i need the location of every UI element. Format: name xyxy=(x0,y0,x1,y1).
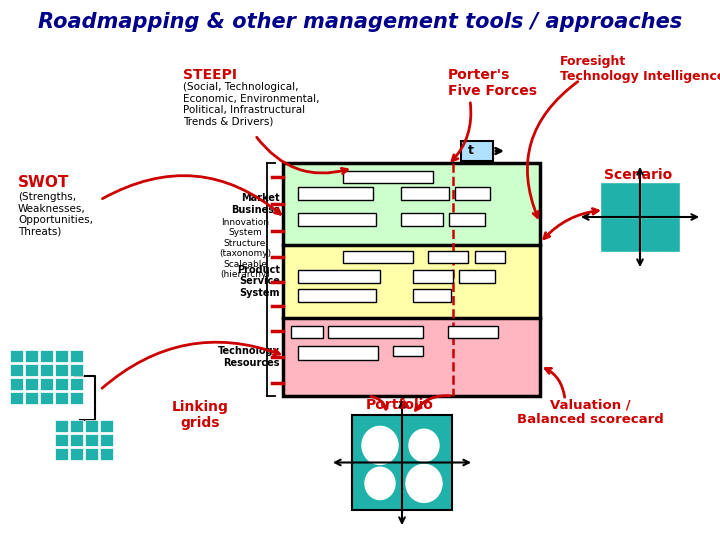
Bar xyxy=(448,326,498,338)
Bar xyxy=(283,245,540,318)
Bar xyxy=(298,270,380,283)
Bar xyxy=(640,182,680,217)
Text: Market
Business: Market Business xyxy=(231,193,280,215)
Bar xyxy=(343,251,413,263)
Text: Roadmapping & other management tools / approaches: Roadmapping & other management tools / a… xyxy=(38,12,682,32)
Bar xyxy=(70,392,83,404)
Bar xyxy=(25,364,38,376)
Bar xyxy=(25,350,38,362)
Bar xyxy=(70,364,83,376)
Bar xyxy=(70,434,83,446)
Bar xyxy=(100,434,113,446)
Text: Technology
Resources: Technology Resources xyxy=(218,346,280,368)
Bar xyxy=(100,420,113,432)
Text: Valuation /
Balanced scorecard: Valuation / Balanced scorecard xyxy=(517,398,663,426)
Bar xyxy=(70,448,83,460)
Bar xyxy=(401,213,443,226)
Bar xyxy=(40,364,53,376)
Text: Linking
grids: Linking grids xyxy=(171,400,228,430)
Text: STEEPI: STEEPI xyxy=(183,68,237,82)
Bar xyxy=(70,420,83,432)
Text: Product
Service
System: Product Service System xyxy=(237,265,280,298)
Bar xyxy=(40,378,53,390)
Bar xyxy=(298,289,376,302)
Text: Portfolio: Portfolio xyxy=(366,398,434,412)
Bar xyxy=(413,270,453,283)
Bar xyxy=(459,270,495,283)
Bar xyxy=(298,213,376,226)
Ellipse shape xyxy=(362,427,398,464)
Bar xyxy=(449,213,485,226)
Ellipse shape xyxy=(409,429,439,462)
Bar xyxy=(401,187,449,200)
Text: (Social, Technological,
Economic, Environmental,
Political, Infrastructural
Tren: (Social, Technological, Economic, Enviro… xyxy=(183,82,320,127)
Bar xyxy=(475,251,505,263)
Ellipse shape xyxy=(406,464,442,502)
Bar xyxy=(55,392,68,404)
Bar xyxy=(393,346,423,356)
Bar xyxy=(10,378,23,390)
Bar xyxy=(328,326,423,338)
Bar xyxy=(10,364,23,376)
Bar xyxy=(100,448,113,460)
Bar xyxy=(85,420,98,432)
Bar xyxy=(55,448,68,460)
Bar xyxy=(70,350,83,362)
Bar xyxy=(10,350,23,362)
Bar xyxy=(455,187,490,200)
Bar xyxy=(428,251,468,263)
Bar xyxy=(55,350,68,362)
Bar xyxy=(461,141,493,161)
Bar xyxy=(640,217,680,252)
Bar xyxy=(55,378,68,390)
Bar xyxy=(70,378,83,390)
Text: Porter's
Five Forces: Porter's Five Forces xyxy=(448,68,537,98)
Bar xyxy=(283,163,540,245)
Text: Foresight
Technology Intelligence: Foresight Technology Intelligence xyxy=(560,55,720,83)
Bar xyxy=(85,448,98,460)
Text: SWOT: SWOT xyxy=(18,175,69,190)
Bar xyxy=(352,415,452,510)
Bar xyxy=(343,171,433,183)
Bar xyxy=(40,350,53,362)
Bar xyxy=(283,318,540,396)
Bar xyxy=(600,217,640,252)
Bar xyxy=(55,364,68,376)
Ellipse shape xyxy=(365,467,395,500)
Bar xyxy=(55,420,68,432)
Text: Innovation
System
Structure
(taxonomy)
Scaleable
(hierarchy): Innovation System Structure (taxonomy) S… xyxy=(219,218,271,279)
Bar xyxy=(55,434,68,446)
Bar xyxy=(85,434,98,446)
Bar xyxy=(298,346,378,360)
Text: t: t xyxy=(468,145,474,158)
Text: Scenario: Scenario xyxy=(604,168,672,182)
Bar xyxy=(25,392,38,404)
Bar xyxy=(291,326,323,338)
Bar xyxy=(283,163,540,396)
Bar xyxy=(10,392,23,404)
Bar xyxy=(40,392,53,404)
Bar xyxy=(298,187,373,200)
Bar xyxy=(413,289,451,302)
Bar xyxy=(25,378,38,390)
Bar xyxy=(600,182,640,217)
Text: (Strengths,
Weaknesses,
Opportunities,
Threats): (Strengths, Weaknesses, Opportunities, T… xyxy=(18,192,93,237)
